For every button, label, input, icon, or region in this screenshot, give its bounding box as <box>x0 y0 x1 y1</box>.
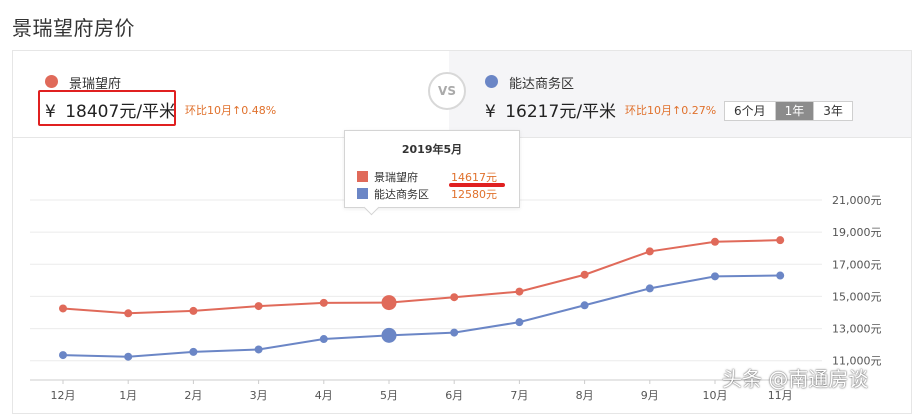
x-tick-label: 6月 <box>445 389 463 402</box>
left-price: ¥ 18407元/平米 <box>45 97 176 122</box>
data-point <box>319 298 328 307</box>
data-point <box>450 293 459 302</box>
vs-badge: VS <box>428 72 466 110</box>
tab-3-years[interactable]: 3年 <box>813 102 852 120</box>
comparison-right: 能达商务区 ¥ 16217元/平米 环比10月↑0.27% <box>449 51 911 137</box>
data-point <box>254 302 263 311</box>
range-tabs: 6个月 1年 3年 <box>724 101 853 121</box>
data-point <box>319 335 328 344</box>
tab-6-months[interactable]: 6个月 <box>725 102 775 120</box>
data-point <box>776 236 785 245</box>
comparison-header: 景瑞望府 ¥ 18407元/平米 环比10月↑0.48% VS 能达商务区 ¥ … <box>13 51 911 138</box>
x-tick-label: 1月 <box>119 389 137 402</box>
x-tick-label: 5月 <box>380 389 398 402</box>
right-change: 环比10月↑0.27% <box>625 104 717 117</box>
left-price-value: 18407元/平米 <box>65 102 177 122</box>
data-point <box>580 301 589 310</box>
data-point <box>124 309 133 318</box>
right-name: 能达商务区 <box>509 77 575 92</box>
x-tick-label: 3月 <box>250 389 268 402</box>
data-point <box>515 318 524 327</box>
tooltip-series-value: 12580元 <box>451 188 497 201</box>
comparison-left: 景瑞望府 ¥ 18407元/平米 环比10月↑0.48% <box>13 51 449 137</box>
series-line <box>62 274 781 358</box>
page-title: 景瑞望府房价 <box>12 16 135 40</box>
data-point <box>59 304 67 313</box>
highlight-point <box>381 295 397 311</box>
highlight-box <box>38 90 176 126</box>
y-tick-label: 11,000元 <box>832 355 882 368</box>
tooltip-series-value: 14617元 <box>451 171 497 184</box>
data-point <box>515 287 524 296</box>
data-point <box>254 345 263 354</box>
watermark: 头条 @南通房谈 <box>722 367 869 391</box>
data-point <box>59 351 67 360</box>
data-point <box>711 237 719 246</box>
tab-1-year[interactable]: 1年 <box>774 102 814 120</box>
tooltip-series-name: 景瑞望府 <box>374 171 418 184</box>
x-tick-label: 10月 <box>703 389 728 402</box>
tooltip-title: 2019年5月 <box>401 143 463 156</box>
left-change: 环比10月↑0.48% <box>185 104 277 117</box>
data-point <box>645 247 654 256</box>
tooltip-series-swatch <box>357 171 368 182</box>
y-tick-label: 19,000元 <box>832 226 882 239</box>
left-currency: ¥ <box>45 102 56 122</box>
tooltip-row: 能达商务区 12580元 <box>357 186 497 202</box>
right-currency: ¥ <box>485 102 496 122</box>
tooltip-series-name: 能达商务区 <box>374 188 429 201</box>
y-tick-label: 13,000元 <box>832 323 882 336</box>
x-tick-label: 11月 <box>768 389 793 402</box>
x-tick-label: 7月 <box>510 389 528 402</box>
x-tick-label: 8月 <box>576 389 594 402</box>
right-price: ¥ 16217元/平米 <box>485 97 616 122</box>
data-point <box>124 352 133 361</box>
y-tick-label: 21,000元 <box>832 194 882 207</box>
highlight-point <box>381 327 397 343</box>
x-tick-label: 12月 <box>51 389 76 402</box>
series-line <box>62 239 781 315</box>
left-series-dot <box>45 75 58 88</box>
data-point <box>711 272 719 281</box>
data-point <box>580 270 589 279</box>
data-point <box>776 271 785 280</box>
y-tick-label: 17,000元 <box>832 258 882 271</box>
data-point <box>189 306 198 315</box>
tooltip-series-swatch <box>357 188 368 199</box>
right-price-value: 16217元/平米 <box>505 102 617 122</box>
x-tick-label: 2月 <box>184 389 202 402</box>
data-point <box>645 284 654 293</box>
left-name: 景瑞望府 <box>69 77 122 92</box>
tooltip-value-underline <box>449 183 505 187</box>
data-point <box>189 347 198 356</box>
tooltip-row: 景瑞望府 14617元 <box>357 169 497 185</box>
y-tick-label: 15,000元 <box>832 290 882 303</box>
data-point <box>450 328 459 337</box>
x-tick-label: 9月 <box>641 389 659 402</box>
x-tick-label: 4月 <box>315 389 333 402</box>
chart-tooltip: 2019年5月 景瑞望府 14617元 能达商务区 12580元 <box>344 130 520 208</box>
right-series-dot <box>485 75 498 88</box>
